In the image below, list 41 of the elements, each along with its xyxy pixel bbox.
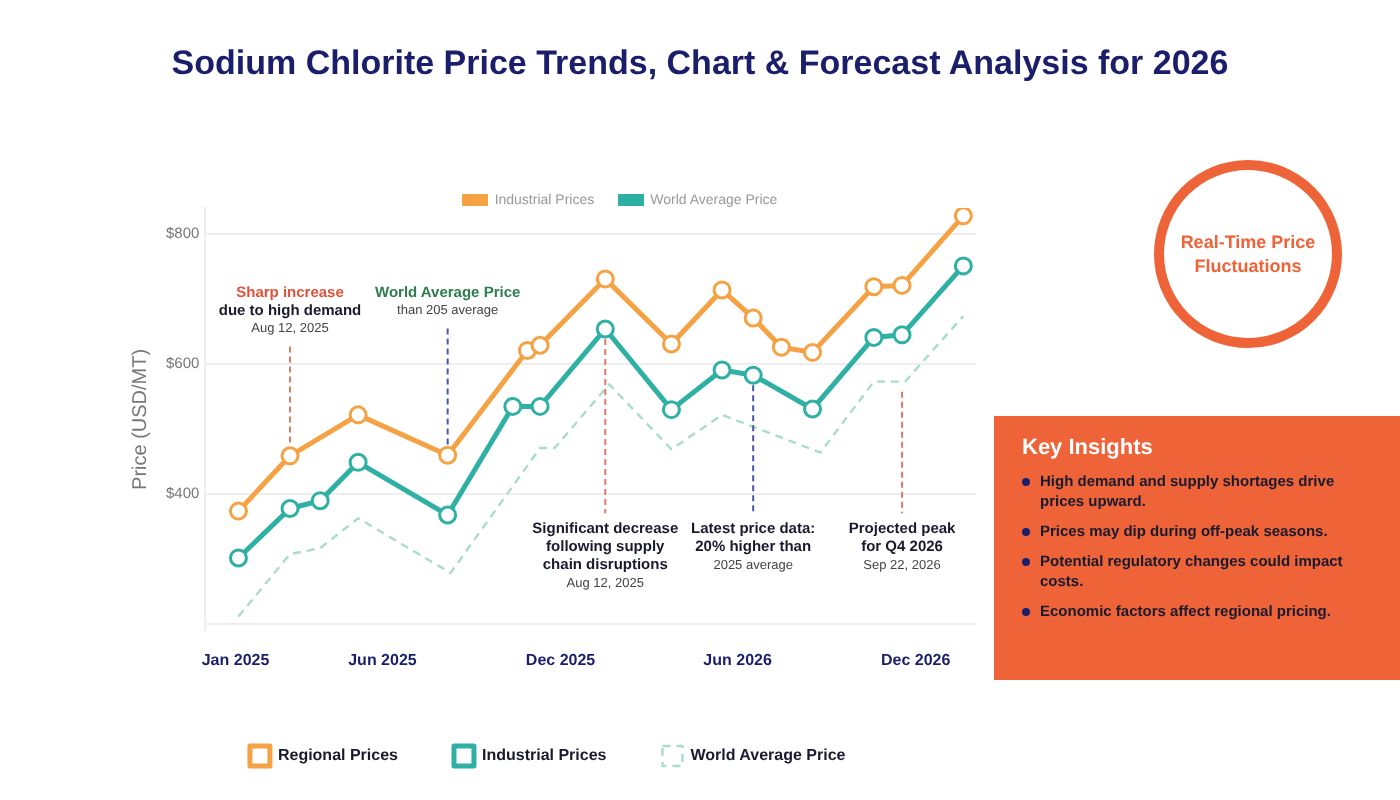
point	[771, 337, 791, 357]
point	[228, 501, 248, 521]
x-tick-label: Jun 2026	[703, 650, 773, 669]
chart-title: Sodium Chlorite Price Trends, Chart & Forecast Analysis for 2026	[169, 44, 1231, 84]
point	[953, 208, 973, 226]
point	[864, 277, 884, 297]
point	[280, 499, 300, 519]
text: Real-Time Price Fluctuations	[1178, 230, 1318, 278]
point	[530, 335, 550, 355]
text: Key Insights	[1022, 436, 1155, 460]
point	[661, 334, 681, 354]
legend-label: World Average Price	[690, 746, 847, 765]
point	[892, 325, 912, 345]
point	[530, 396, 550, 416]
point	[712, 360, 732, 380]
point	[743, 308, 763, 328]
point	[595, 319, 615, 339]
point	[438, 505, 458, 525]
point	[743, 365, 763, 385]
point	[228, 548, 248, 568]
point	[348, 452, 368, 472]
x-tick-label: Dec 2026	[880, 650, 952, 669]
point	[503, 396, 523, 416]
point	[348, 405, 368, 425]
point	[803, 342, 823, 362]
point	[803, 399, 823, 419]
y-axis-title: Price (USD/MT)	[129, 348, 152, 490]
point	[661, 400, 681, 420]
legend-label: Regional Prices	[277, 746, 400, 765]
point	[953, 256, 973, 276]
legend-label: Industrial Prices	[481, 746, 608, 765]
x-tick-label: Jan 2025	[201, 650, 271, 669]
point	[892, 275, 912, 295]
x-tick-label: Dec 2025	[525, 650, 597, 669]
point	[438, 445, 458, 465]
point	[280, 446, 300, 466]
x-tick-label: Jun 2025	[348, 650, 418, 669]
point	[310, 491, 330, 511]
point	[712, 280, 732, 300]
point	[864, 327, 884, 347]
point	[595, 269, 615, 289]
